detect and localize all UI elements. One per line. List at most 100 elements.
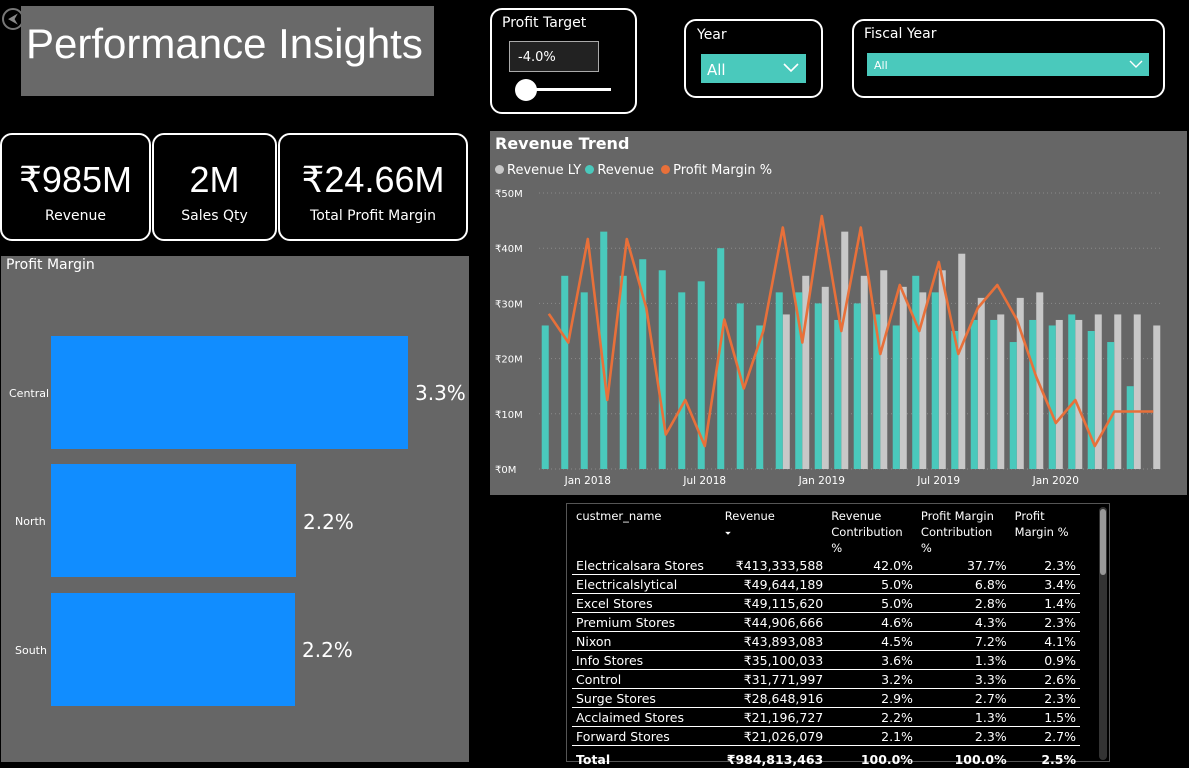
table-cell: 5.0% bbox=[827, 575, 917, 594]
bar-revenue bbox=[1068, 314, 1075, 469]
table-cell: ₹21,196,727 bbox=[721, 708, 827, 727]
bar-revenue bbox=[561, 276, 568, 469]
table-cell: 4.5% bbox=[827, 632, 917, 651]
bar-revenue bbox=[971, 320, 978, 469]
table-cell: 42.0% bbox=[827, 556, 917, 575]
table-cell: 3.4% bbox=[1011, 575, 1080, 594]
table-cell: 2.3% bbox=[1011, 556, 1080, 575]
bar-revenue bbox=[893, 325, 900, 469]
bar-category-label: North bbox=[15, 515, 46, 528]
fiscal-year-slicer-title: Fiscal Year bbox=[864, 26, 936, 42]
table-cell: ₹28,648,916 bbox=[721, 689, 827, 708]
bar-revenue-ly bbox=[997, 314, 1004, 469]
x-axis-tick-label: Jan 2020 bbox=[1032, 475, 1079, 487]
bar-revenue bbox=[1029, 320, 1036, 469]
bar-revenue bbox=[1127, 386, 1134, 469]
table-cell: Nixon bbox=[572, 632, 721, 651]
bar-revenue bbox=[1107, 342, 1114, 469]
table-cell: ₹49,115,620 bbox=[721, 594, 827, 613]
profit-target-input[interactable]: -4.0% bbox=[509, 41, 599, 72]
fiscal-year-dropdown[interactable] bbox=[867, 53, 1149, 76]
bar-revenue-ly bbox=[1056, 320, 1063, 469]
table-cell: 2.2% bbox=[827, 708, 917, 727]
table-cell: 2.8% bbox=[917, 594, 1011, 613]
sort-descending-icon: ⏷ bbox=[725, 526, 823, 542]
page-title: Performance Insights bbox=[26, 20, 423, 68]
bar-revenue bbox=[990, 320, 997, 469]
profit-margin-chart-title: Profit Margin bbox=[6, 257, 95, 273]
y-axis-tick-label: ₹30M bbox=[495, 299, 523, 310]
column-header[interactable]: Profit Margin Contribution % bbox=[917, 508, 1011, 556]
bar-revenue-ly bbox=[783, 314, 790, 469]
table-cell: 2.3% bbox=[1011, 613, 1080, 632]
column-header[interactable]: Profit Margin % bbox=[1011, 508, 1080, 556]
table-cell: 4.1% bbox=[1011, 632, 1080, 651]
bar-revenue-ly bbox=[1114, 314, 1121, 469]
bar-central[interactable] bbox=[51, 336, 408, 449]
table-cell: 100.0% bbox=[917, 746, 1011, 768]
table-cell: ₹43,893,083 bbox=[721, 632, 827, 651]
chevron-down-icon[interactable] bbox=[1128, 53, 1144, 79]
bar-revenue-ly bbox=[1075, 320, 1082, 469]
table-scrollbar-thumb[interactable] bbox=[1100, 509, 1106, 575]
table-cell: ₹984,813,463 bbox=[721, 746, 827, 768]
table-cell: 2.6% bbox=[1011, 670, 1080, 689]
kpi-label: Sales Qty bbox=[154, 208, 275, 224]
column-header[interactable]: Revenue Contribution % bbox=[827, 508, 917, 556]
table-cell: Surge Stores bbox=[572, 689, 721, 708]
y-axis-tick-label: ₹0M bbox=[495, 465, 516, 476]
bar-revenue bbox=[542, 325, 549, 469]
profit-target-title: Profit Target bbox=[502, 15, 586, 31]
bar-revenue bbox=[854, 303, 861, 469]
table-cell: 5.0% bbox=[827, 594, 917, 613]
x-axis-tick-label: Jul 2019 bbox=[916, 475, 960, 487]
table-cell: 2.9% bbox=[827, 689, 917, 708]
kpi-value: ₹985M bbox=[2, 159, 149, 201]
table-cell: ₹44,906,666 bbox=[721, 613, 827, 632]
kpi-value: ₹24.66M bbox=[280, 159, 466, 201]
chevron-down-icon[interactable] bbox=[782, 58, 800, 80]
column-header-sorted[interactable]: Revenue⏷ bbox=[721, 508, 827, 556]
table-cell: ₹413,333,588 bbox=[721, 556, 827, 575]
kpi-card-revenue: ₹985M Revenue bbox=[0, 133, 151, 241]
bar-north[interactable] bbox=[51, 464, 296, 577]
table-cell: ₹31,771,997 bbox=[721, 670, 827, 689]
table-cell: 6.8% bbox=[917, 575, 1011, 594]
bar-revenue-ly bbox=[958, 254, 965, 469]
table-cell: 2.1% bbox=[827, 727, 917, 746]
bar-revenue bbox=[776, 292, 783, 469]
table-cell: 1.3% bbox=[917, 708, 1011, 727]
kpi-card-profit-margin: ₹24.66M Total Profit Margin bbox=[278, 133, 468, 241]
table-cell: ₹35,100,033 bbox=[721, 651, 827, 670]
table-cell: Control bbox=[572, 670, 721, 689]
y-axis-tick-label: ₹40M bbox=[495, 244, 523, 255]
table-cell: 2.7% bbox=[1011, 727, 1080, 746]
table-cell: ₹21,026,079 bbox=[721, 727, 827, 746]
bar-south[interactable] bbox=[51, 593, 295, 706]
table-cell: 0.9% bbox=[1011, 651, 1080, 670]
table-cell: 4.3% bbox=[917, 613, 1011, 632]
x-axis-tick-label: Jan 2019 bbox=[798, 475, 845, 487]
bar-revenue-ly bbox=[880, 270, 887, 469]
table-cell: 1.3% bbox=[917, 651, 1011, 670]
table-cell: 3.3% bbox=[917, 670, 1011, 689]
bar-revenue bbox=[678, 292, 685, 469]
profit-target-slider-handle[interactable] bbox=[515, 79, 537, 101]
kpi-label: Revenue bbox=[2, 208, 149, 224]
bar-revenue bbox=[912, 276, 919, 469]
kpi-card-sales-qty: 2M Sales Qty bbox=[152, 133, 277, 241]
bar-revenue bbox=[659, 270, 666, 469]
column-header[interactable]: custmer_name bbox=[572, 508, 721, 556]
